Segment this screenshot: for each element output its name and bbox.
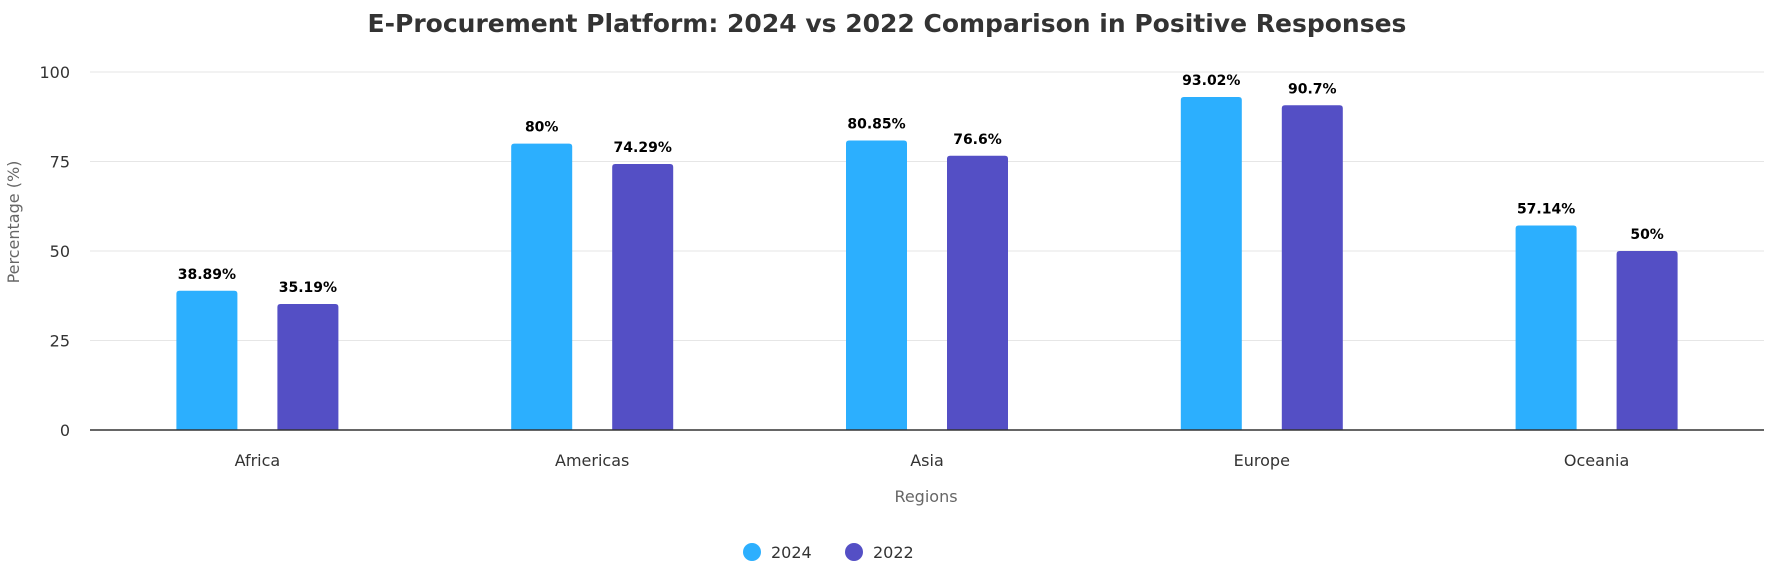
data-label: 76.6% <box>953 132 1002 148</box>
y-tick-label: 25 <box>50 332 70 351</box>
data-label: 90.7% <box>1288 81 1337 97</box>
bar-2022-europe[interactable] <box>1281 105 1343 430</box>
bar-2022-oceania[interactable] <box>1616 251 1678 430</box>
data-label: 50% <box>1630 227 1664 243</box>
data-label: 57.14% <box>1517 201 1575 217</box>
chart-title: E-Procurement Platform: 2024 vs 2022 Com… <box>368 9 1407 38</box>
data-label: 80.85% <box>847 117 905 133</box>
bars <box>176 96 1678 430</box>
legend-marker <box>845 543 863 561</box>
data-labels: 38.89% 35.19% 80% 74.29% 80.85% 76.6% 93.02% 90… <box>176 71 1665 297</box>
y-axis-title: Percentage (%) <box>4 161 23 284</box>
bar-2024-oceania[interactable] <box>1515 225 1577 430</box>
x-tick-label: Europe <box>1234 451 1290 470</box>
data-label: 93.02% <box>1182 73 1240 89</box>
y-tick-label: 100 <box>39 63 70 82</box>
x-axis-ticks: Africa Americas Asia Europe Oceania <box>235 451 1630 470</box>
data-label: 35.19% <box>279 280 337 296</box>
legend-item-2024[interactable]: 2024 <box>743 543 812 562</box>
data-label: 38.89% <box>178 267 236 283</box>
x-tick-label: Asia <box>910 451 944 470</box>
bar-2024-europe[interactable] <box>1180 96 1242 430</box>
bar-2022-africa[interactable] <box>277 304 339 430</box>
y-tick-label: 0 <box>60 421 70 440</box>
y-axis-ticks: 0 25 50 75 100 <box>39 63 70 440</box>
data-label: 74.29% <box>614 140 672 156</box>
y-tick-label: 50 <box>50 242 70 261</box>
grid-lines <box>90 71 1764 341</box>
y-tick-label: 75 <box>50 153 70 172</box>
bar-2024-africa[interactable] <box>176 290 238 430</box>
legend-item-2022[interactable]: 2022 <box>845 543 914 562</box>
legend-marker <box>743 543 761 561</box>
legend-label: 2022 <box>873 543 914 562</box>
legend-label: 2024 <box>771 543 812 562</box>
bar-2022-asia[interactable] <box>947 155 1008 430</box>
x-tick-label: Americas <box>555 451 629 470</box>
x-axis-title: Regions <box>894 487 957 506</box>
bar-2022-americas[interactable] <box>612 164 674 430</box>
data-label: 80% <box>525 120 559 136</box>
x-tick-label: Africa <box>235 451 281 470</box>
x-tick-label: Oceania <box>1564 451 1629 470</box>
bar-2024-asia[interactable] <box>846 140 907 430</box>
bar-2024-americas[interactable] <box>511 143 573 430</box>
legend: 2024 2022 <box>743 543 914 562</box>
